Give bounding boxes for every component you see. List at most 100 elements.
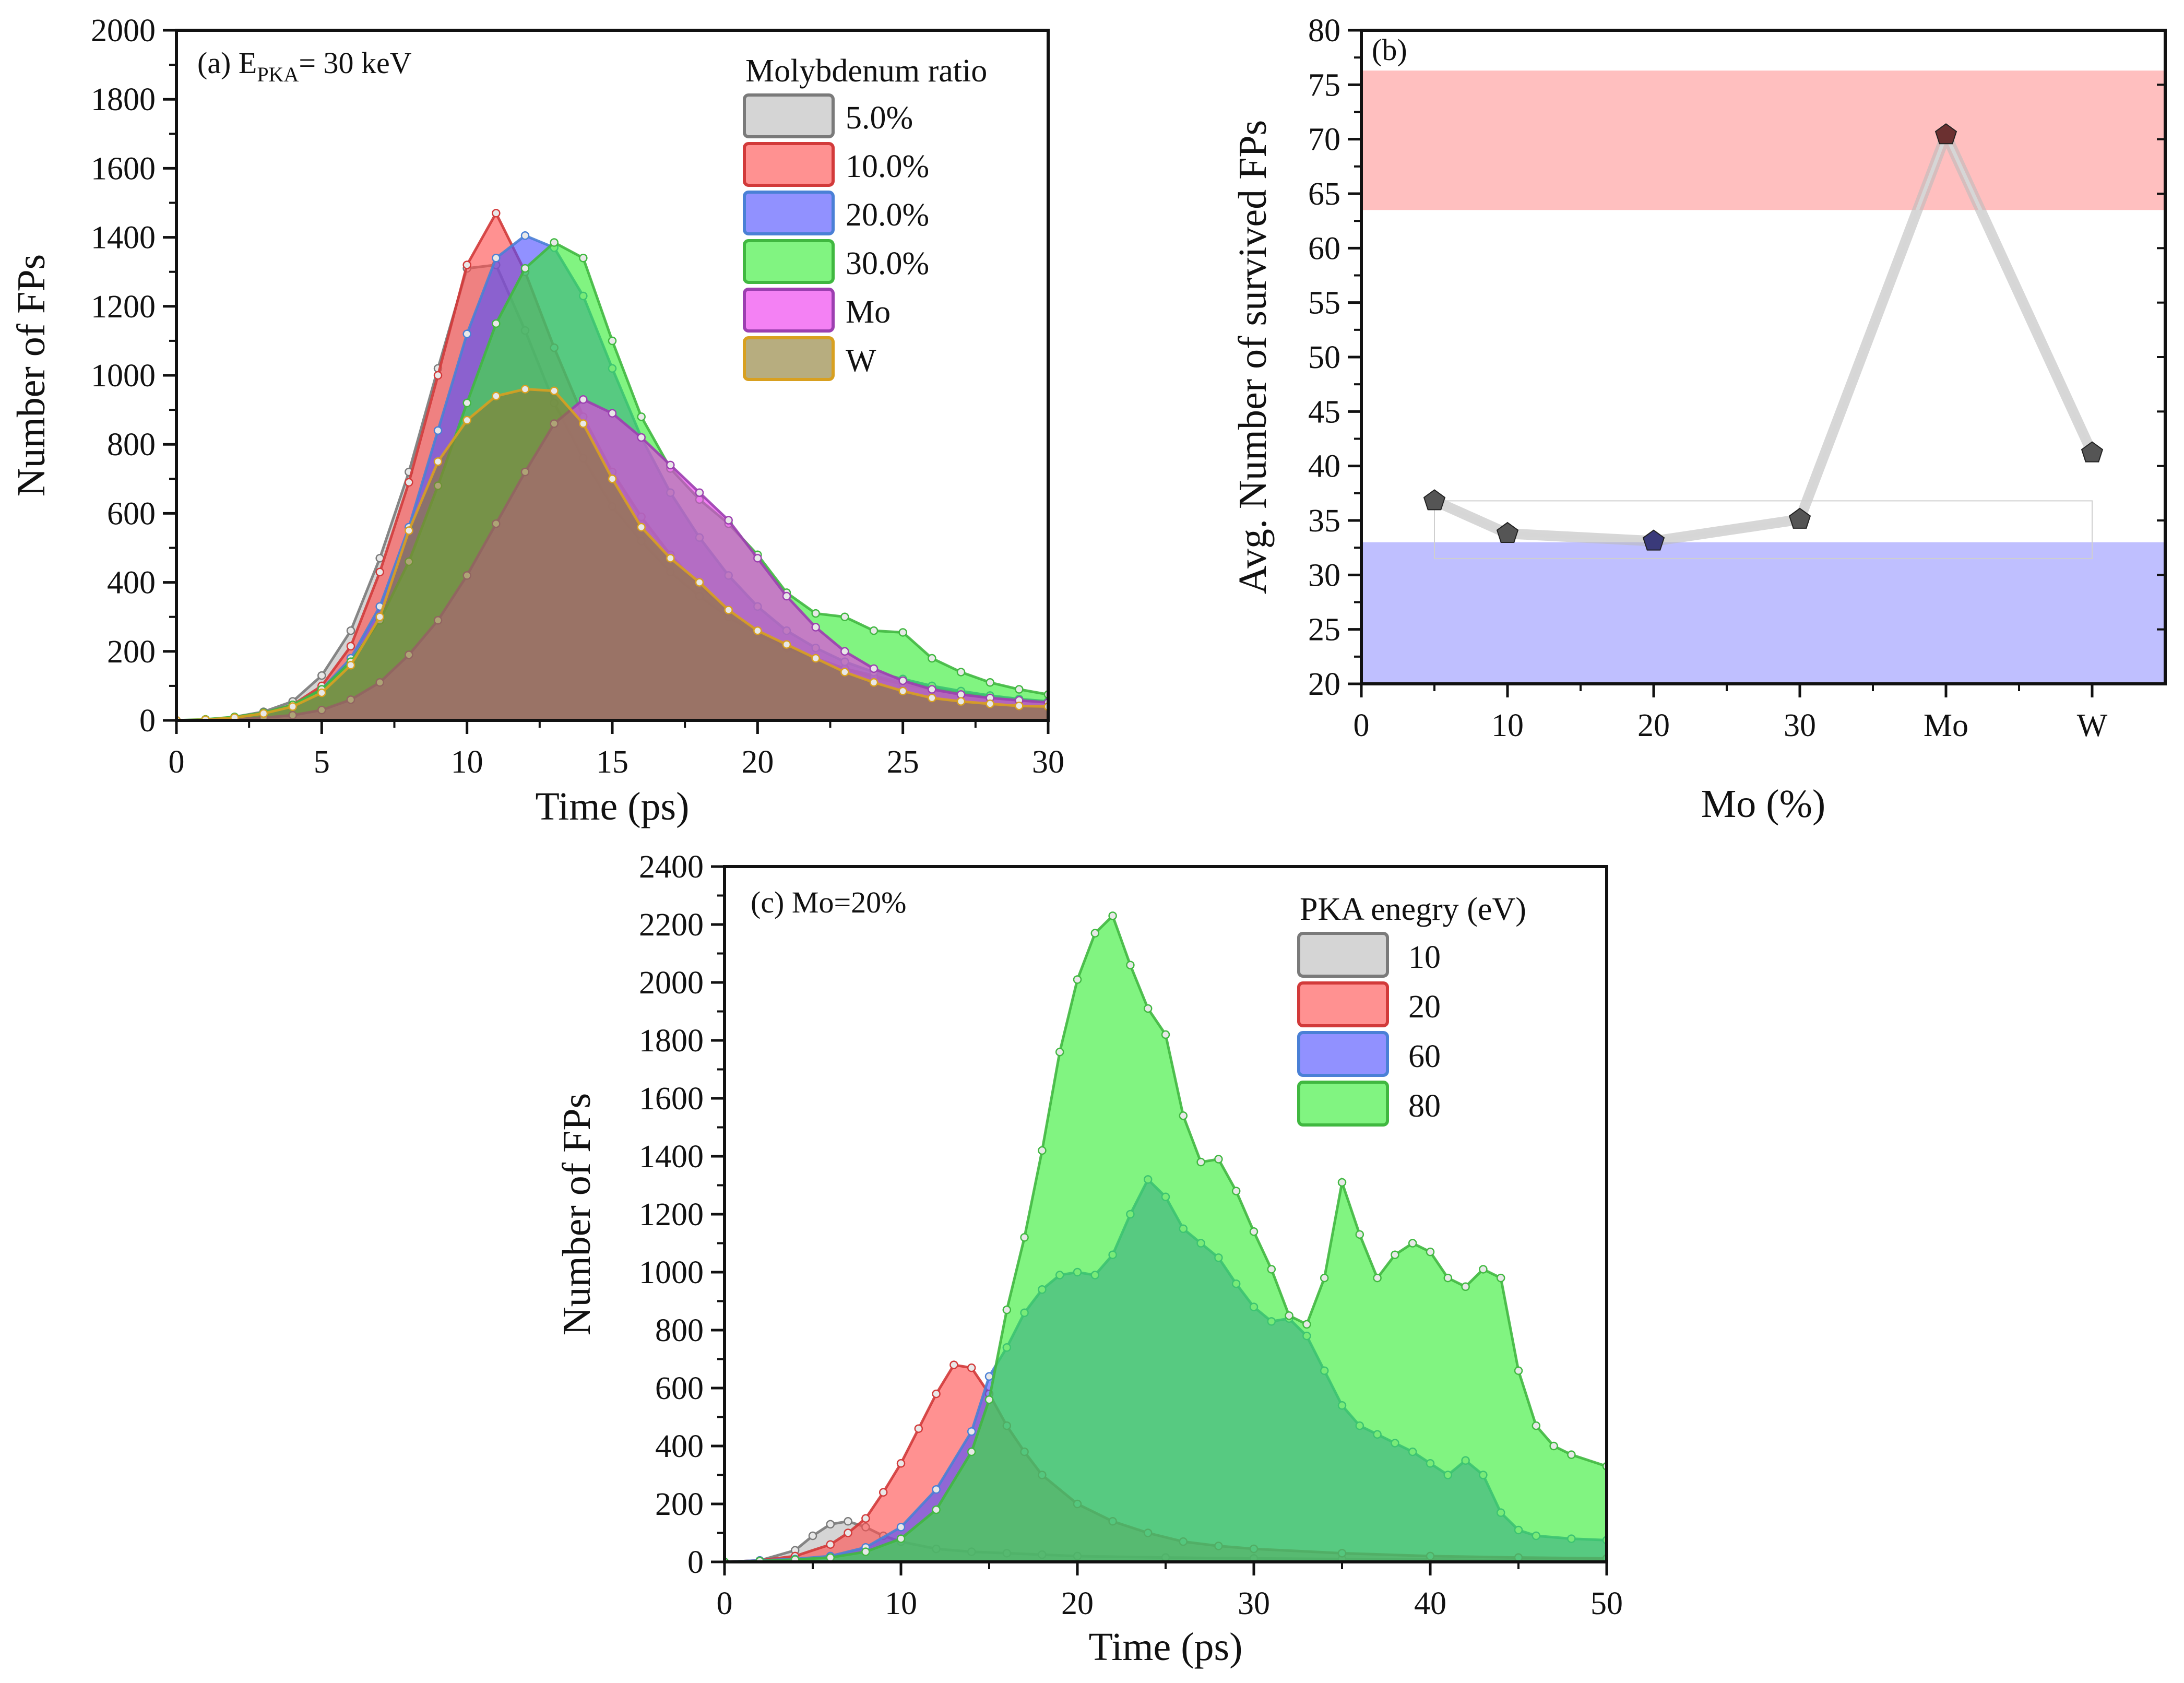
legend-swatch-80 bbox=[1297, 1081, 1389, 1127]
panel-label-subscript: PKA bbox=[257, 63, 299, 86]
panel-b-chart: 20 25 30 35 40 45 50 55 60 65 70 75 80 0 10 20 30 Mo W Mo (… bbox=[1231, 13, 2167, 826]
data-point bbox=[869, 678, 879, 687]
data-point bbox=[1443, 1273, 1453, 1283]
data-point bbox=[932, 1389, 941, 1398]
y-tick-label: 20 bbox=[1308, 667, 1340, 702]
y-tick-label: 1200 bbox=[639, 1197, 704, 1232]
series-W bbox=[176, 385, 1048, 720]
x-tick-label: W bbox=[2077, 708, 2108, 743]
legend-label-20: 20 bbox=[1408, 989, 1441, 1025]
data-point bbox=[967, 1427, 976, 1436]
series-line bbox=[1433, 130, 2094, 543]
data-point bbox=[1302, 1320, 1311, 1329]
data-point bbox=[608, 336, 617, 346]
data-point bbox=[1196, 1157, 1205, 1167]
x-tick-label: 0 bbox=[717, 1586, 733, 1621]
y-tick-label: 45 bbox=[1308, 394, 1340, 430]
data-point bbox=[375, 612, 384, 621]
data-point bbox=[695, 578, 704, 587]
x-tick-label: 30 bbox=[1784, 708, 1816, 743]
y-tick-label: 75 bbox=[1308, 67, 1340, 103]
y-axis-title: Avg. Number of survived FPs bbox=[1231, 120, 1275, 594]
data-point bbox=[914, 1424, 923, 1433]
x-tick-label: Mo bbox=[1924, 708, 1968, 743]
data-point bbox=[637, 412, 646, 421]
data-point bbox=[1267, 1265, 1276, 1274]
y-tick-label: 60 bbox=[1308, 231, 1340, 266]
panel-label: (a) EPKA= 30 keV bbox=[197, 46, 412, 86]
data-point bbox=[986, 678, 994, 687]
data-point bbox=[898, 676, 907, 685]
y-tick-label: 70 bbox=[1308, 122, 1340, 158]
data-point bbox=[695, 488, 704, 497]
y-tick-label: 2000 bbox=[639, 965, 704, 1001]
data-point bbox=[405, 478, 413, 487]
legend-swatch-10 bbox=[1297, 932, 1389, 978]
data-point bbox=[826, 1520, 835, 1529]
data-point bbox=[1015, 685, 1024, 694]
legend-label-Mo: Mo bbox=[846, 294, 891, 330]
data-point bbox=[928, 654, 936, 663]
data-point bbox=[492, 254, 501, 263]
legend-label-10: 10 bbox=[1408, 940, 1441, 975]
y-tick-label: 200 bbox=[655, 1487, 704, 1522]
y-tick-label: 0 bbox=[139, 703, 156, 739]
y-tick-label: 30 bbox=[1308, 558, 1340, 593]
data-point-W bbox=[2081, 441, 2104, 463]
data-point-10 bbox=[1496, 522, 1519, 543]
data-point-30 bbox=[1788, 507, 1811, 529]
data-point bbox=[861, 1547, 870, 1556]
data-point bbox=[1002, 1305, 1012, 1314]
legend: Molybdenum ratio 5.0% 10.0% 20.0% 30.0% Mo W bbox=[743, 53, 987, 381]
y-tick-label: 65 bbox=[1308, 176, 1340, 212]
data-point bbox=[608, 409, 617, 418]
y-tick-label: 1800 bbox=[639, 1023, 704, 1059]
x-tick-label: 20 bbox=[741, 744, 774, 780]
y-tick-label: 80 bbox=[1308, 13, 1340, 49]
legend-label-60: 60 bbox=[1408, 1039, 1441, 1074]
data-point bbox=[579, 254, 588, 263]
x-tick-label: 10 bbox=[885, 1586, 917, 1621]
data-point bbox=[492, 392, 501, 400]
data-point bbox=[317, 688, 326, 697]
y-axis-title: Number of FPs bbox=[555, 1093, 599, 1335]
panel-a-chart: 0 200 400 600 800 1000 1200 1400 1600 1800 2000 0 5 1… bbox=[9, 13, 1064, 828]
data-point bbox=[932, 1485, 941, 1494]
y-tick-label: 25 bbox=[1308, 612, 1340, 648]
data-point bbox=[462, 398, 471, 408]
data-point bbox=[782, 591, 791, 601]
plot-area bbox=[176, 209, 1048, 720]
legend-label-20.0%: 20.0% bbox=[846, 197, 929, 233]
x-tick-label: 20 bbox=[1637, 708, 1670, 743]
x-tick-label: 25 bbox=[887, 744, 919, 780]
data-point bbox=[826, 1553, 835, 1562]
data-point bbox=[1549, 1441, 1558, 1451]
band-1 bbox=[1361, 542, 2165, 684]
data-point bbox=[1479, 1265, 1488, 1274]
x-tick-label: 30 bbox=[1238, 1586, 1270, 1621]
series-80 bbox=[725, 911, 1607, 1562]
legend: PKA enegry (eV) 10 20 60 80 bbox=[1297, 892, 1526, 1127]
y-tick-label: 1000 bbox=[639, 1255, 704, 1290]
plot-area bbox=[725, 911, 1607, 1562]
y-tick-label: 35 bbox=[1308, 503, 1340, 539]
data-point bbox=[288, 702, 297, 711]
data-point bbox=[433, 457, 443, 466]
legend-label-W: W bbox=[846, 343, 876, 378]
data-point bbox=[259, 709, 268, 718]
data-point bbox=[550, 386, 559, 395]
data-point bbox=[1461, 1282, 1470, 1291]
data-point bbox=[1496, 1273, 1505, 1283]
data-point bbox=[1143, 1004, 1153, 1013]
data-point bbox=[986, 700, 994, 708]
y-tick-label: 40 bbox=[1308, 449, 1340, 484]
y-tick-label: 50 bbox=[1308, 340, 1340, 375]
data-point bbox=[956, 697, 966, 706]
data-point bbox=[1567, 1450, 1576, 1459]
data-point bbox=[433, 426, 443, 435]
x-tick-label: 5 bbox=[314, 744, 330, 780]
data-point bbox=[1179, 1111, 1188, 1120]
data-point bbox=[637, 433, 646, 442]
y-tick-label: 1600 bbox=[639, 1081, 704, 1117]
data-point bbox=[840, 668, 849, 677]
